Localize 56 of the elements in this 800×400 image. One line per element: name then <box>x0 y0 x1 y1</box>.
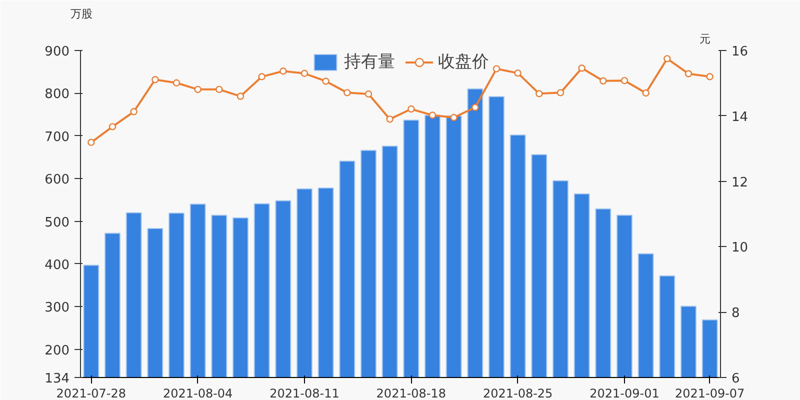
point <box>280 68 287 75</box>
point <box>408 105 415 113</box>
y2-tick-label: 6 <box>732 372 740 386</box>
point <box>450 114 458 122</box>
point <box>642 89 650 97</box>
x-tick-label: 2021-08-04 <box>162 386 233 400</box>
point <box>258 73 266 80</box>
point <box>600 77 607 85</box>
point <box>620 76 628 84</box>
point <box>536 90 543 98</box>
x-tick-label: 2021-09-07 <box>674 386 745 400</box>
y-tick-label: 300 <box>44 300 70 316</box>
y-tick-label: 600 <box>44 172 70 188</box>
y-tick-label: 900 <box>44 44 70 60</box>
point <box>428 112 436 119</box>
point <box>386 116 394 123</box>
point <box>344 89 351 96</box>
point <box>300 70 308 77</box>
y2-tick-label: 8 <box>732 306 740 322</box>
y-tick-label: 400 <box>44 258 70 273</box>
point <box>152 76 159 84</box>
y2-tick-label: 10 <box>732 240 748 256</box>
y-tick-label: 200 <box>44 343 70 358</box>
point <box>664 55 671 62</box>
y2-axis-title: 元 <box>700 32 710 46</box>
y-tick-label: 800 <box>44 87 70 102</box>
legend-label: 收盘价 <box>438 51 489 73</box>
y2-tick-label: 14 <box>732 110 748 125</box>
y-axis-title: 万股 <box>70 8 92 20</box>
point <box>472 104 479 111</box>
point <box>514 69 522 77</box>
point <box>194 86 202 94</box>
point <box>130 108 138 116</box>
y-tick-label: 700 <box>44 130 70 145</box>
point <box>578 64 586 72</box>
x-tick-label: 2021-09-01 <box>590 386 660 400</box>
y-tick-label: 134 <box>44 372 70 386</box>
legend-label: 持有量 <box>344 51 395 73</box>
point <box>364 90 372 98</box>
point <box>684 70 692 78</box>
x-tick-label: 2021-08-11 <box>270 386 340 400</box>
point <box>322 78 330 85</box>
y2-tick-label: 16 <box>732 44 748 60</box>
point <box>556 89 564 96</box>
y-tick-label: 500 <box>44 215 70 230</box>
point <box>88 138 95 146</box>
point <box>108 123 116 130</box>
y2-tick-label: 12 <box>732 175 748 190</box>
point <box>236 92 244 100</box>
point <box>706 73 714 80</box>
point <box>492 65 500 72</box>
x-tick-label: 2021-08-25 <box>482 386 553 400</box>
point <box>216 86 223 94</box>
point <box>172 79 180 86</box>
x-tick-label: 2021-07-28 <box>56 386 126 400</box>
x-tick-label: 2021-08-18 <box>376 386 446 400</box>
